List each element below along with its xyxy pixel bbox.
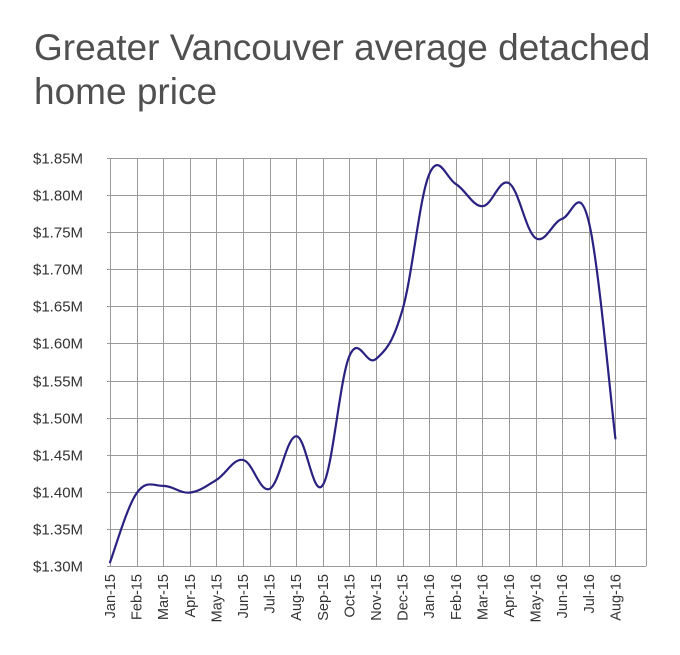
grid-lines xyxy=(107,158,647,567)
x-tick-label: Nov-15 xyxy=(369,574,385,621)
x-tick-label: May-16 xyxy=(529,574,545,622)
y-tick-label: $1.55M xyxy=(33,374,83,391)
x-tick-label: Apr-16 xyxy=(502,574,518,618)
x-tick-label: Apr-15 xyxy=(183,574,199,618)
x-tick-label: Jul-15 xyxy=(263,574,279,614)
x-axis-tick-labels: Jan-15 Feb-15 Mar-15 Apr-15 May-15 Jun-15 Jul-… xyxy=(103,574,624,622)
x-tick-label: Mar-16 xyxy=(475,574,491,620)
x-tick-label: Feb-16 xyxy=(449,574,465,620)
y-tick-label: $1.85M xyxy=(33,151,83,168)
x-tick-label: Feb-15 xyxy=(130,574,146,620)
x-tick-label: Sep-15 xyxy=(316,574,332,621)
y-tick-label: $1.40M xyxy=(33,485,83,502)
x-tick-label: Mar-15 xyxy=(156,574,172,620)
y-tick-label: $1.60M xyxy=(33,336,83,353)
y-tick-label: $1.80M xyxy=(33,188,83,205)
y-tick-label: $1.75M xyxy=(33,225,83,242)
x-tick-label: Oct-15 xyxy=(342,574,358,618)
y-tick-label: $1.65M xyxy=(33,299,83,316)
series-line-group xyxy=(108,164,617,564)
y-axis-tick-labels: $1.30M $1.35M $1.40M $1.45M $1.50M $1.55M $1.6… xyxy=(33,151,83,576)
x-tick-label: Jan-15 xyxy=(103,574,119,618)
y-tick-label: $1.35M xyxy=(33,522,83,539)
x-tick-label: Aug-15 xyxy=(289,574,305,621)
x-tick-label: Jun-16 xyxy=(555,574,571,618)
y-tick-label: $1.50M xyxy=(33,411,83,428)
y-tick-label: $1.45M xyxy=(33,448,83,465)
x-tick-label: Dec-15 xyxy=(396,574,412,621)
y-tick-label: $1.70M xyxy=(33,262,83,279)
y-tick-label: $1.30M xyxy=(33,559,83,576)
x-tick-label: Jan-16 xyxy=(422,574,438,618)
x-tick-label: Jun-15 xyxy=(236,574,252,618)
x-tick-label: Jul-16 xyxy=(582,574,598,614)
chart-title: Greater Vancouver average detached home … xyxy=(34,27,651,112)
x-tick-label: May-15 xyxy=(209,574,225,622)
x-tick-label: Aug-16 xyxy=(608,574,624,621)
series-line xyxy=(108,164,617,564)
